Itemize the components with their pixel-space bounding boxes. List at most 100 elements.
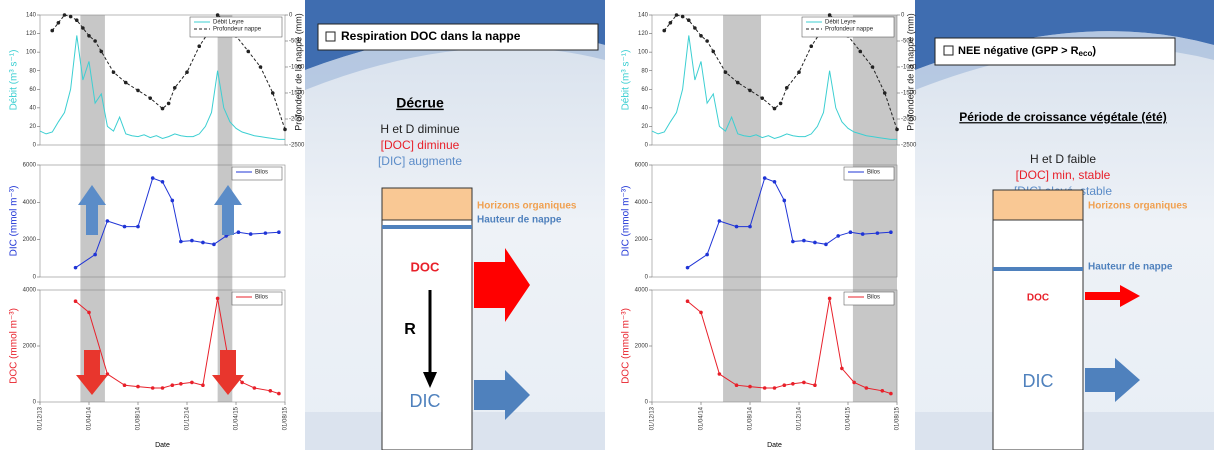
- series-point: [836, 234, 840, 238]
- series-point: [880, 389, 885, 393]
- x-tick-label: 01/12/14: [185, 406, 191, 430]
- y-tick-label: 0: [645, 275, 649, 281]
- series-point: [693, 26, 697, 30]
- series-point: [889, 230, 893, 234]
- series-point: [723, 70, 728, 74]
- series-point: [215, 13, 220, 17]
- y2-tick-label: 0: [901, 13, 905, 19]
- series-point: [277, 391, 281, 396]
- series-point: [258, 65, 263, 69]
- y-axis-label: DOC (mmol m⁻³): [9, 308, 20, 384]
- panel-line: H et D diminue: [380, 122, 460, 136]
- series-point: [263, 231, 268, 235]
- series-point: [136, 224, 140, 229]
- x-tick-label: 01/08/15: [895, 406, 901, 430]
- series-point: [277, 230, 281, 234]
- series-point: [748, 224, 752, 229]
- legend-box: [189, 16, 283, 38]
- series-point: [197, 44, 202, 48]
- series-point: [93, 39, 97, 43]
- x-axis-label: Date: [155, 442, 170, 449]
- legend-label: Bilos: [255, 170, 268, 176]
- y-tick-label: 80: [29, 68, 36, 74]
- r-arrowhead: [423, 372, 437, 388]
- series-point: [813, 240, 817, 245]
- series-point: [748, 88, 752, 93]
- series-point: [735, 80, 740, 85]
- series-point: [268, 389, 273, 393]
- down-arrow: [76, 350, 108, 395]
- y2-tick-label: -1500: [289, 91, 305, 97]
- box-label: Hauteur de nappe: [477, 215, 562, 226]
- series-point: [680, 14, 685, 19]
- series-point: [809, 44, 814, 48]
- y2-tick-label: -2000: [289, 117, 305, 123]
- title-box: [317, 23, 599, 51]
- series-point: [824, 242, 828, 247]
- y2-tick-label: -2500: [901, 143, 917, 149]
- series-point: [201, 240, 205, 245]
- y-tick-label: 0: [645, 400, 649, 406]
- legend-box: [843, 291, 895, 306]
- series-point: [889, 391, 893, 396]
- series-point: [122, 224, 127, 229]
- legend-box: [231, 166, 283, 181]
- x-tick-label: 01/12/14: [797, 406, 803, 430]
- y-axis-label: Débit (m³ s⁻¹): [9, 50, 20, 111]
- organic-layer: [992, 189, 1084, 221]
- series-point: [860, 232, 865, 236]
- panel-heading: Période de croissance végétale (été): [959, 110, 1166, 124]
- series-point: [160, 180, 165, 184]
- panel-title: NEE négative (GPP > Reco): [958, 45, 1096, 58]
- series-point: [848, 230, 853, 234]
- y-tick-label: 20: [641, 124, 648, 130]
- series-point: [224, 234, 228, 238]
- series-point: [762, 386, 767, 390]
- y2-tick-label: -1500: [901, 91, 917, 97]
- x-tick-label: 01/04/15: [234, 406, 240, 430]
- series-point: [160, 386, 165, 390]
- series-point: [160, 106, 165, 111]
- series-point: [668, 21, 673, 25]
- series-point: [87, 34, 91, 38]
- y2-tick-label: -1000: [289, 65, 305, 71]
- chart-arrows: [76, 185, 244, 395]
- series-point: [62, 13, 67, 17]
- series-point: [283, 127, 287, 132]
- series-point: [270, 91, 275, 95]
- y-tick-label: 2000: [635, 237, 649, 243]
- dic-label: DIC: [410, 391, 441, 411]
- series-point: [236, 230, 241, 234]
- doc-label: DOC: [411, 259, 441, 274]
- series-point: [56, 21, 61, 25]
- r-label: R: [404, 321, 416, 338]
- box-label: Horizons organiques: [477, 201, 577, 212]
- panel: Respiration DOC dans la nappe Décrue H e…: [317, 23, 599, 450]
- dic-arrow: [1085, 358, 1140, 402]
- y-tick-label: 100: [638, 50, 649, 56]
- x-tick-label: 01/08/15: [283, 406, 289, 430]
- y-tick-label: 0: [33, 143, 37, 149]
- series-point: [875, 231, 880, 235]
- panel: NEE négative (GPP > Reco) Période de cro…: [934, 37, 1188, 450]
- title-part: NEE négative (GPP > R: [958, 45, 1079, 57]
- series-point: [122, 383, 127, 388]
- y-tick-label: 60: [29, 87, 36, 93]
- y-tick-label: 0: [645, 143, 649, 149]
- series-point: [81, 26, 85, 30]
- series-point: [882, 91, 887, 95]
- series-line: [75, 177, 279, 269]
- x-tick-label: 01/04/14: [87, 406, 93, 430]
- series-point: [212, 242, 216, 247]
- series-point: [782, 198, 787, 203]
- legend-box: [231, 291, 283, 306]
- swoosh: [305, 0, 605, 70]
- y-tick-label: 6000: [23, 163, 37, 169]
- y-axis-label: DIC (mmol m⁻³): [9, 186, 20, 257]
- y-tick-label: 120: [638, 31, 649, 37]
- series-point: [717, 219, 722, 223]
- series-point: [123, 80, 128, 85]
- series-point: [240, 380, 244, 385]
- series-point: [734, 383, 739, 388]
